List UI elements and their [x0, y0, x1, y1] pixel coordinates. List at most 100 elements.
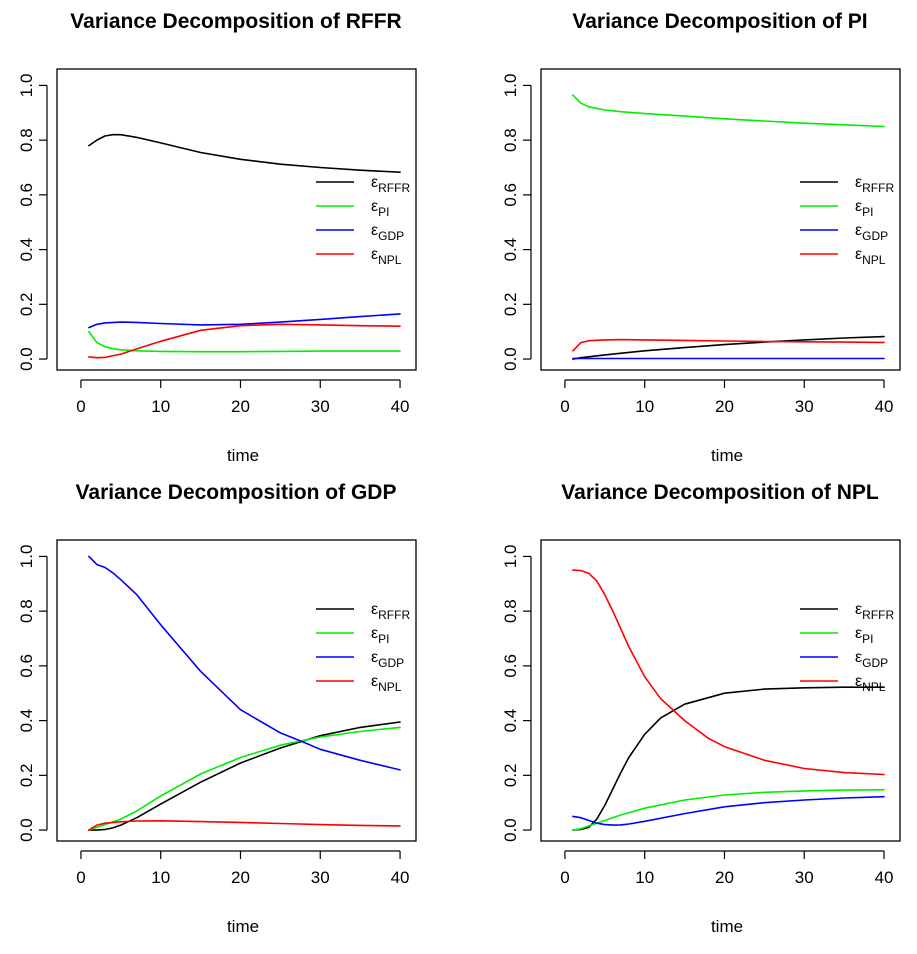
- y-tick-label: 0.8: [501, 599, 520, 623]
- y-axis: 0.0 0.2 0.4 0.6 0.8 1.0: [501, 545, 532, 842]
- chart-panel-variance-decomposition-of-npl: Variance Decomposition of NPL 0 10 20 30 40 ti…: [501, 481, 901, 936]
- chart-panel-variance-decomposition-of-rffr: Variance Decomposition of RFFR 0 10 20 30 40 t…: [17, 10, 417, 465]
- x-tick-label: 0: [76, 868, 85, 887]
- legend-item-rffr: εRFFR: [800, 601, 894, 622]
- legend-label: εRFFR: [371, 601, 410, 622]
- y-tick-label: 0.8: [17, 128, 36, 152]
- y-tick-label: 1.0: [17, 545, 36, 569]
- y-tick-label: 0.4: [17, 238, 36, 262]
- y-tick-label: 0.2: [501, 293, 520, 317]
- legend-label: εPI: [371, 625, 389, 646]
- plot-frame: [56, 539, 417, 842]
- y-tick-label: 0.8: [17, 599, 36, 623]
- series-line-gdp: [88, 313, 401, 329]
- y-tick-label: 0.6: [501, 654, 520, 678]
- series-line-rffr: [88, 133, 401, 173]
- chart-title: Variance Decomposition of PI: [572, 10, 867, 33]
- legend-item-rffr: εRFFR: [800, 174, 894, 195]
- series-line-rffr: [88, 721, 401, 831]
- legend-label: εRFFR: [855, 174, 894, 195]
- chart-panel-variance-decomposition-of-gdp: Variance Decomposition of GDP 0 10 20 30 40 ti…: [17, 481, 417, 936]
- plot-frame: [540, 68, 901, 371]
- legend-item-pi: εPI: [316, 198, 389, 219]
- y-tick-label: 0.4: [501, 238, 520, 262]
- series-line-npl: [88, 819, 401, 831]
- legend-label: εPI: [855, 625, 873, 646]
- x-axis: 0 10 20 30 40: [560, 850, 894, 887]
- y-tick-label: 0.6: [501, 183, 520, 207]
- y-tick-label: 0.6: [17, 183, 36, 207]
- legend-label: εGDP: [371, 222, 404, 243]
- x-tick-label: 0: [560, 868, 569, 887]
- y-tick-label: 0.6: [17, 654, 36, 678]
- y-tick-label: 0.2: [501, 764, 520, 788]
- series-line-pi: [572, 94, 885, 128]
- x-tick-label: 20: [231, 868, 250, 887]
- series-line-rffr: [572, 686, 885, 831]
- x-tick-label: 10: [151, 397, 170, 416]
- legend-item-npl: εNPL: [316, 673, 402, 694]
- legend-label: εNPL: [855, 246, 886, 267]
- x-tick-label: 10: [635, 868, 654, 887]
- y-tick-label: 0.4: [501, 709, 520, 733]
- legend-item-pi: εPI: [800, 625, 873, 646]
- y-tick-label: 0.4: [17, 709, 36, 733]
- legend-label: εNPL: [371, 673, 402, 694]
- x-tick-label: 0: [560, 397, 569, 416]
- series-line-pi: [88, 726, 401, 831]
- x-tick-label: 20: [715, 397, 734, 416]
- x-tick-label: 30: [311, 868, 330, 887]
- y-tick-label: 1.0: [501, 545, 520, 569]
- x-axis: 0 10 20 30 40: [76, 850, 410, 887]
- x-tick-label: 30: [311, 397, 330, 416]
- x-axis-label: time: [711, 917, 743, 936]
- y-tick-label: 0.8: [501, 128, 520, 152]
- legend-label: εGDP: [855, 649, 888, 670]
- legend-item-pi: εPI: [800, 198, 873, 219]
- chart-title: Variance Decomposition of NPL: [561, 481, 879, 504]
- x-axis-label: time: [711, 446, 743, 465]
- x-tick-label: 30: [795, 397, 814, 416]
- series-line-gdp: [572, 795, 885, 826]
- plot-frame: [56, 68, 417, 371]
- legend-item-rffr: εRFFR: [316, 174, 410, 195]
- legend-label: εGDP: [855, 222, 888, 243]
- legend-label: εPI: [855, 198, 873, 219]
- legend-item-gdp: εGDP: [316, 649, 404, 670]
- legend-item-gdp: εGDP: [316, 222, 404, 243]
- plot-frame: [540, 539, 901, 842]
- legend-item-gdp: εGDP: [800, 222, 888, 243]
- x-axis: 0 10 20 30 40: [560, 379, 894, 416]
- x-tick-label: 20: [231, 397, 250, 416]
- legend-item-pi: εPI: [316, 625, 389, 646]
- y-tick-label: 0.0: [17, 347, 36, 371]
- x-axis-label: time: [227, 917, 259, 936]
- x-axis-label: time: [227, 446, 259, 465]
- chart-panel-variance-decomposition-of-pi: Variance Decomposition of PI 0 10 20 30 40 tim…: [501, 10, 901, 465]
- series-line-npl: [88, 323, 401, 359]
- legend-label: εNPL: [371, 246, 402, 267]
- y-tick-label: 0.0: [17, 818, 36, 842]
- chart-title: Variance Decomposition of RFFR: [70, 10, 401, 33]
- x-tick-label: 40: [391, 868, 410, 887]
- series-line-npl: [572, 569, 885, 776]
- legend: εRFFR εPI εGDP εNPL: [316, 174, 410, 267]
- series-line-rffr: [572, 335, 885, 360]
- legend-item-npl: εNPL: [316, 246, 402, 267]
- y-tick-label: 0.0: [501, 347, 520, 371]
- series-line-gdp: [88, 555, 401, 771]
- legend-item-rffr: εRFFR: [316, 601, 410, 622]
- x-axis: 0 10 20 30 40: [76, 379, 410, 416]
- legend-label: εNPL: [855, 673, 886, 694]
- legend-label: εRFFR: [371, 174, 410, 195]
- x-tick-label: 30: [795, 868, 814, 887]
- y-tick-label: 1.0: [501, 74, 520, 98]
- legend-item-npl: εNPL: [800, 246, 886, 267]
- x-tick-label: 20: [715, 868, 734, 887]
- x-tick-label: 0: [76, 397, 85, 416]
- x-tick-label: 40: [875, 868, 894, 887]
- x-tick-label: 10: [151, 868, 170, 887]
- y-axis: 0.0 0.2 0.4 0.6 0.8 1.0: [17, 74, 48, 371]
- y-tick-label: 0.2: [17, 764, 36, 788]
